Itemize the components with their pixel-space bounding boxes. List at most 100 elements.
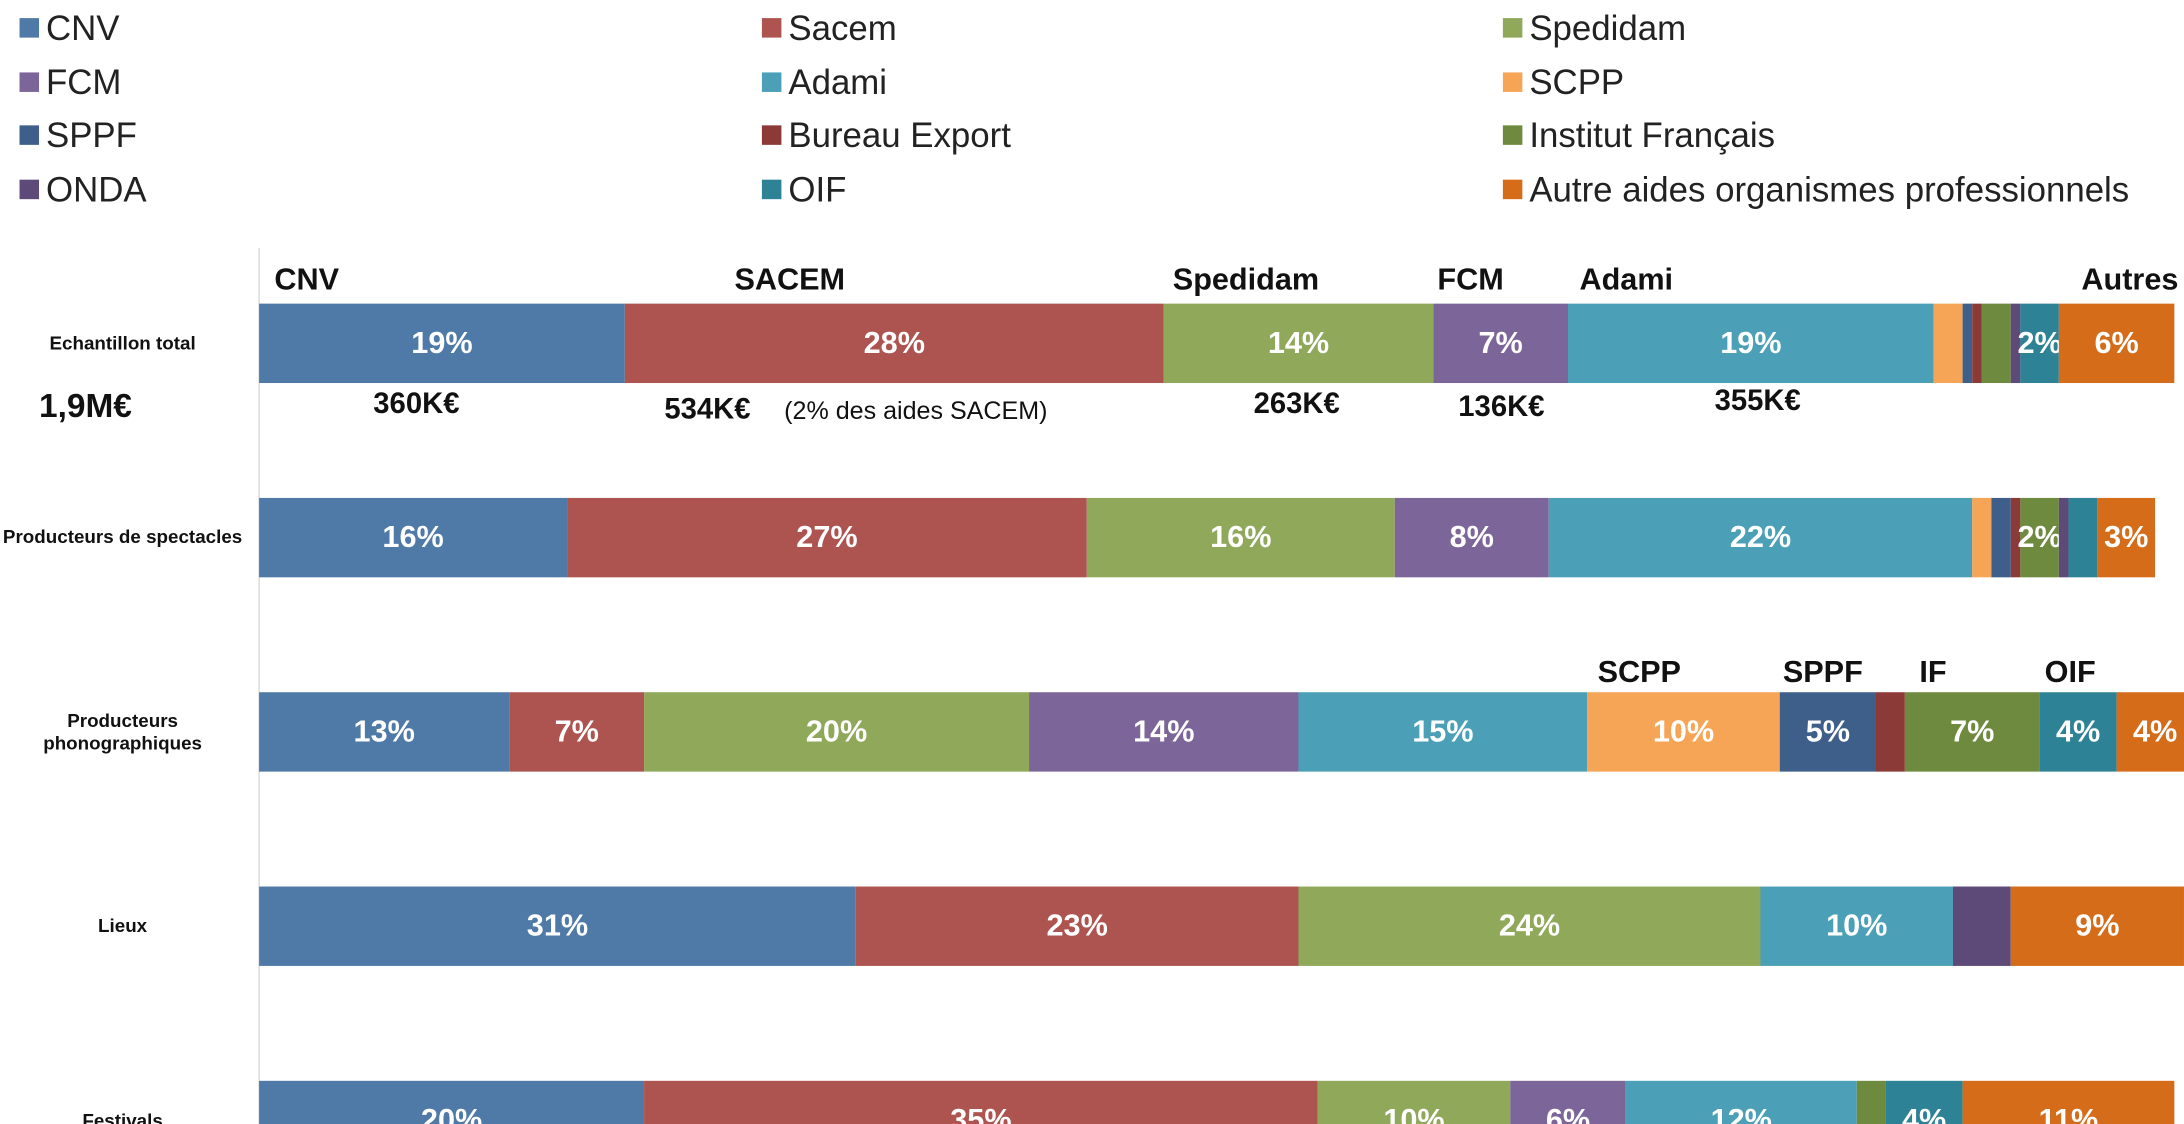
data-label: 7% bbox=[1479, 326, 1523, 360]
category-label: Festivals bbox=[82, 1109, 163, 1124]
legend-swatch bbox=[1502, 72, 1523, 92]
legend-label: CNV bbox=[46, 9, 120, 48]
data-label: 13% bbox=[354, 714, 415, 748]
category-label-box: Echantillon total bbox=[49, 332, 196, 354]
data-label: 16% bbox=[1210, 520, 1271, 554]
annotation: IF bbox=[1919, 655, 1946, 689]
category-label-box: Producteurs phonographiques bbox=[43, 710, 202, 753]
data-label: 10% bbox=[1383, 1103, 1444, 1124]
bar-segment bbox=[259, 303, 625, 384]
legend-label: SPPF bbox=[46, 116, 137, 155]
bar-segment bbox=[2010, 497, 2021, 578]
category-label: Lieux bbox=[98, 915, 148, 937]
data-label: 28% bbox=[864, 326, 925, 360]
annotation: 355K€ bbox=[1715, 385, 1801, 417]
category-label: Producteurs phonographiques bbox=[43, 710, 202, 753]
legend-label: SCPP bbox=[1529, 63, 1624, 102]
data-label: 12% bbox=[1711, 1103, 1772, 1124]
legend-swatch bbox=[761, 18, 782, 38]
bar-segment bbox=[1625, 1080, 1857, 1124]
bar-segment bbox=[259, 1080, 645, 1124]
bar-segment bbox=[1163, 303, 1434, 384]
data-label: 2% bbox=[2017, 520, 2061, 554]
data-label: 10% bbox=[1653, 714, 1714, 748]
annotation: SPPF bbox=[1783, 655, 1863, 689]
bar-segment bbox=[1548, 497, 1973, 578]
data-label: 3% bbox=[2104, 520, 2148, 554]
data-label: 35% bbox=[950, 1103, 1011, 1124]
bar-segment bbox=[1962, 303, 1973, 384]
data-label: 5% bbox=[1806, 714, 1850, 748]
data-label: 20% bbox=[806, 714, 867, 748]
bar-segment bbox=[1885, 1080, 1963, 1124]
annotation: SACEM bbox=[734, 262, 845, 296]
bar-segment bbox=[1317, 1080, 1511, 1124]
bar-segment bbox=[2116, 692, 2184, 772]
category-label: Producteurs de spectacles bbox=[2, 526, 243, 548]
bar-segment bbox=[644, 1080, 1318, 1124]
bar-segment bbox=[1856, 1080, 1886, 1124]
annotation: OIF bbox=[2045, 655, 2096, 689]
bar-segment bbox=[2058, 303, 2175, 384]
annotation: 263K€ bbox=[1254, 388, 1340, 420]
bar-segment bbox=[644, 692, 1030, 772]
data-label: 31% bbox=[527, 909, 588, 943]
bar-segment bbox=[259, 692, 510, 772]
bar-segment bbox=[1394, 497, 1549, 578]
bar-segment bbox=[1510, 1080, 1626, 1124]
legend-label: Autre aides organismes professionnels bbox=[1529, 170, 2129, 209]
bar-segment bbox=[624, 303, 1164, 384]
legend-swatch bbox=[19, 72, 40, 92]
bar-segment bbox=[1298, 692, 1588, 772]
data-label: 6% bbox=[1546, 1103, 1590, 1124]
category-label-box: Lieux bbox=[98, 915, 148, 937]
annotation: (2% des aides SACEM) bbox=[784, 397, 1047, 425]
legend-swatch bbox=[19, 179, 40, 200]
legend-swatch bbox=[19, 125, 40, 145]
legend-swatch bbox=[19, 18, 40, 38]
data-label: 27% bbox=[796, 520, 857, 554]
bar-segment bbox=[1568, 303, 1934, 384]
bar-segment bbox=[1991, 497, 2011, 578]
data-label: 16% bbox=[382, 520, 443, 554]
legend-swatch bbox=[761, 125, 782, 145]
legend-swatch bbox=[1502, 18, 1523, 38]
bar-segment bbox=[2020, 303, 2059, 384]
data-label: 4% bbox=[2056, 714, 2100, 748]
data-label: 6% bbox=[2094, 326, 2138, 360]
bar-segment bbox=[1433, 303, 1569, 384]
legend-swatch bbox=[761, 179, 782, 200]
legend-swatch bbox=[1502, 179, 1523, 200]
bar-segment bbox=[567, 497, 1087, 578]
category-label: Echantillon total bbox=[49, 332, 196, 354]
data-label: 15% bbox=[1412, 714, 1473, 748]
data-label: 19% bbox=[411, 326, 472, 360]
bar-segment bbox=[2058, 497, 2069, 578]
annotation: FCM bbox=[1437, 262, 1503, 296]
bar-segment bbox=[2068, 497, 2098, 578]
data-label: 7% bbox=[555, 714, 599, 748]
category-label-box: Producteurs de spectacles bbox=[2, 526, 243, 548]
annotation: Autres bbox=[2081, 262, 2178, 296]
bar-segment bbox=[1952, 886, 2011, 966]
bar-segment bbox=[855, 886, 1299, 966]
bar-segment bbox=[1972, 303, 1982, 384]
legend-label: Adami bbox=[788, 63, 887, 102]
legend-swatch bbox=[761, 72, 782, 92]
legend-label: Institut Français bbox=[1529, 116, 1775, 155]
annotation: 1,9M€ bbox=[39, 388, 132, 425]
legend-label: Sacem bbox=[788, 9, 896, 48]
data-label: 24% bbox=[1499, 909, 1560, 943]
bar-segment bbox=[1760, 886, 1953, 966]
bar-segment bbox=[2097, 497, 2156, 578]
annotation: Adami bbox=[1579, 262, 1673, 296]
legend-label: Spedidam bbox=[1529, 9, 1686, 48]
annotation: CNV bbox=[274, 262, 339, 296]
bar-segment bbox=[259, 886, 856, 966]
bar-segment bbox=[1086, 497, 1395, 578]
data-label: 22% bbox=[1730, 520, 1791, 554]
annotation: Spedidam bbox=[1173, 262, 1319, 296]
bar-segment bbox=[2020, 497, 2059, 578]
annotation: SCPP bbox=[1598, 655, 1681, 689]
